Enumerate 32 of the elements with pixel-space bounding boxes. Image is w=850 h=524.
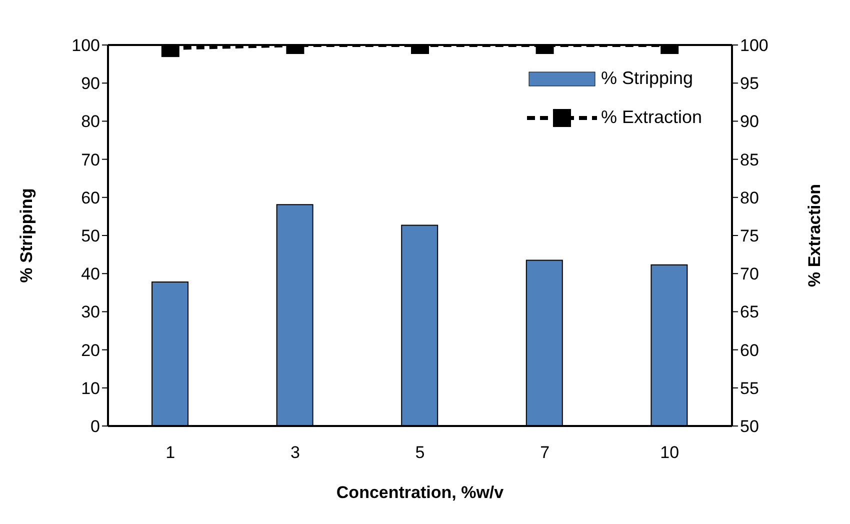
y2-tick-label: 90 (740, 112, 759, 132)
y2-tick-label: 65 (740, 302, 759, 322)
y2-tick-label: 50 (740, 417, 759, 436)
y2-tick-label: 55 (740, 378, 759, 398)
y2-tick-label: 75 (740, 226, 759, 246)
y2-axis-title: % Extraction (805, 184, 824, 287)
y-tick-label: 90 (81, 74, 100, 94)
y2-tick-label: 85 (740, 150, 759, 170)
x-axis-title: Concentration, %w/v (336, 483, 504, 502)
y-tick-label: 60 (81, 188, 100, 208)
x-tick-label: 5 (415, 443, 425, 462)
y2-tick-label: 60 (740, 340, 759, 360)
legend-label: % Stripping (600, 68, 694, 89)
legend-label: % Extraction (600, 107, 702, 128)
y-tick-label: 100 (72, 36, 100, 56)
x-tick-label: 3 (290, 443, 300, 462)
y-tick-label: 30 (81, 302, 100, 322)
y2-tick-label: 70 (740, 264, 759, 284)
y-tick-label: 0 (90, 417, 100, 436)
y-tick-label: 40 (81, 264, 100, 284)
y-tick-label: 50 (81, 226, 100, 246)
y2-tick-label: 100 (740, 36, 768, 56)
x-tick-label: 1 (166, 443, 176, 462)
y2-tick-label: 95 (740, 74, 759, 94)
y-axis-title: % Stripping (17, 188, 36, 283)
x-tick-label: 10 (660, 443, 680, 462)
y-tick-label: 10 (81, 378, 100, 398)
x-tick-label: 7 (540, 443, 550, 462)
y-tick-label: 80 (81, 112, 100, 132)
y-tick-label: 70 (81, 150, 100, 170)
y-tick-label: 20 (81, 340, 100, 360)
y2-tick-label: 80 (740, 188, 759, 208)
